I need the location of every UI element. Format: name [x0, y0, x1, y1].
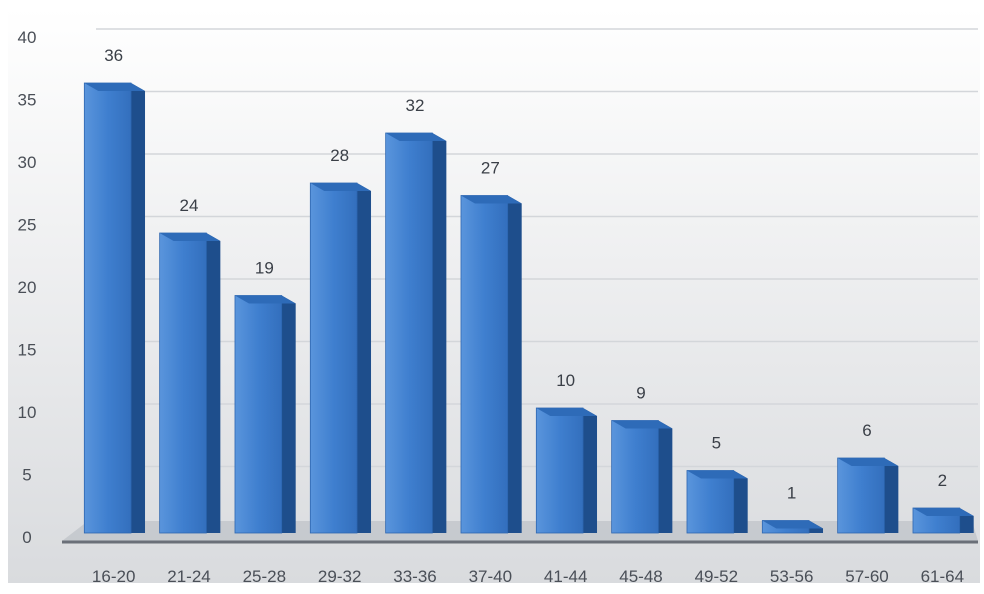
bar-front — [83, 82, 132, 534]
bar-top — [686, 470, 748, 479]
data-label: 10 — [556, 371, 575, 390]
data-label: 24 — [180, 196, 199, 215]
bar — [912, 507, 974, 534]
y-tick-label: 25 — [18, 216, 37, 235]
x-tick-label: 41-44 — [544, 567, 587, 586]
x-tick-label: 57-60 — [845, 567, 888, 586]
x-tick-label: 21-24 — [167, 567, 210, 586]
bar-top — [159, 233, 221, 241]
bar-side — [206, 233, 221, 533]
bar — [309, 182, 372, 534]
data-label: 19 — [255, 259, 274, 278]
data-label: 28 — [330, 146, 349, 165]
bar — [837, 457, 899, 534]
x-axis: 16-20 21-24 25-28 29-32 33-36 37-40 41-44 45-48… — [92, 567, 964, 586]
data-label: 9 — [636, 384, 645, 403]
bar — [385, 132, 447, 534]
y-tick-label: 5 — [22, 466, 31, 485]
bars — [83, 82, 974, 534]
bar-top — [234, 295, 296, 304]
y-tick-label: 30 — [18, 153, 37, 172]
x-tick-label: 16-20 — [92, 567, 135, 586]
bar-top — [912, 508, 974, 516]
x-tick-label: 29-32 — [318, 567, 361, 586]
bar-front — [309, 182, 358, 534]
x-tick-label: 45-48 — [619, 567, 662, 586]
bar-side — [432, 133, 447, 533]
bar-top — [310, 183, 372, 191]
bar-top — [385, 133, 447, 141]
bar-side — [357, 183, 372, 533]
bar-top — [762, 520, 824, 529]
bar-front — [159, 232, 207, 534]
bar-front — [837, 457, 885, 534]
y-tick-label: 15 — [18, 341, 37, 360]
bar-front — [686, 470, 735, 534]
bar — [761, 520, 824, 534]
data-label: 32 — [406, 96, 425, 115]
bar-side — [583, 408, 598, 533]
bar-top — [536, 408, 598, 416]
bar-front — [460, 195, 509, 534]
bar — [234, 295, 296, 534]
bar — [460, 195, 522, 534]
bar-side — [733, 470, 748, 533]
y-tick-label: 35 — [18, 91, 37, 110]
bar-front — [611, 420, 659, 534]
bar-front — [385, 132, 433, 534]
bar — [686, 470, 748, 534]
bar-side — [658, 420, 673, 533]
bar-side — [507, 195, 522, 533]
y-axis: 0 5 10 15 20 25 30 35 40 — [18, 28, 37, 547]
bar-side — [131, 83, 146, 533]
bar-side — [884, 458, 899, 533]
data-label: 6 — [862, 421, 871, 440]
y-tick-label: 10 — [18, 403, 37, 422]
x-tick-label: 49-52 — [695, 567, 738, 586]
data-label: 2 — [938, 471, 947, 490]
bar — [159, 232, 221, 534]
data-label: 27 — [481, 159, 500, 178]
x-tick-label: 37-40 — [469, 567, 512, 586]
x-tick-label: 53-56 — [770, 567, 813, 586]
data-label: 5 — [712, 434, 721, 453]
x-tick-label: 33-36 — [393, 567, 436, 586]
bar-top — [84, 83, 146, 91]
bar — [83, 82, 146, 534]
x-tick-label: 25-28 — [243, 567, 286, 586]
data-label: 1 — [787, 484, 796, 503]
data-labels: 36 24 19 28 32 27 10 9 5 1 6 2 — [104, 46, 947, 503]
bar — [611, 420, 673, 534]
y-tick-label: 0 — [22, 528, 31, 547]
bar-top — [611, 420, 673, 429]
bar-front — [234, 295, 283, 534]
x-tick-label: 61-64 — [921, 567, 964, 586]
y-tick-label: 40 — [18, 28, 37, 47]
data-label: 36 — [104, 46, 123, 65]
bar-front — [535, 407, 584, 534]
bar-top — [460, 195, 522, 204]
bar-side — [281, 295, 296, 533]
bar — [535, 407, 598, 534]
bar-top — [837, 458, 899, 466]
y-tick-label: 20 — [18, 278, 37, 297]
